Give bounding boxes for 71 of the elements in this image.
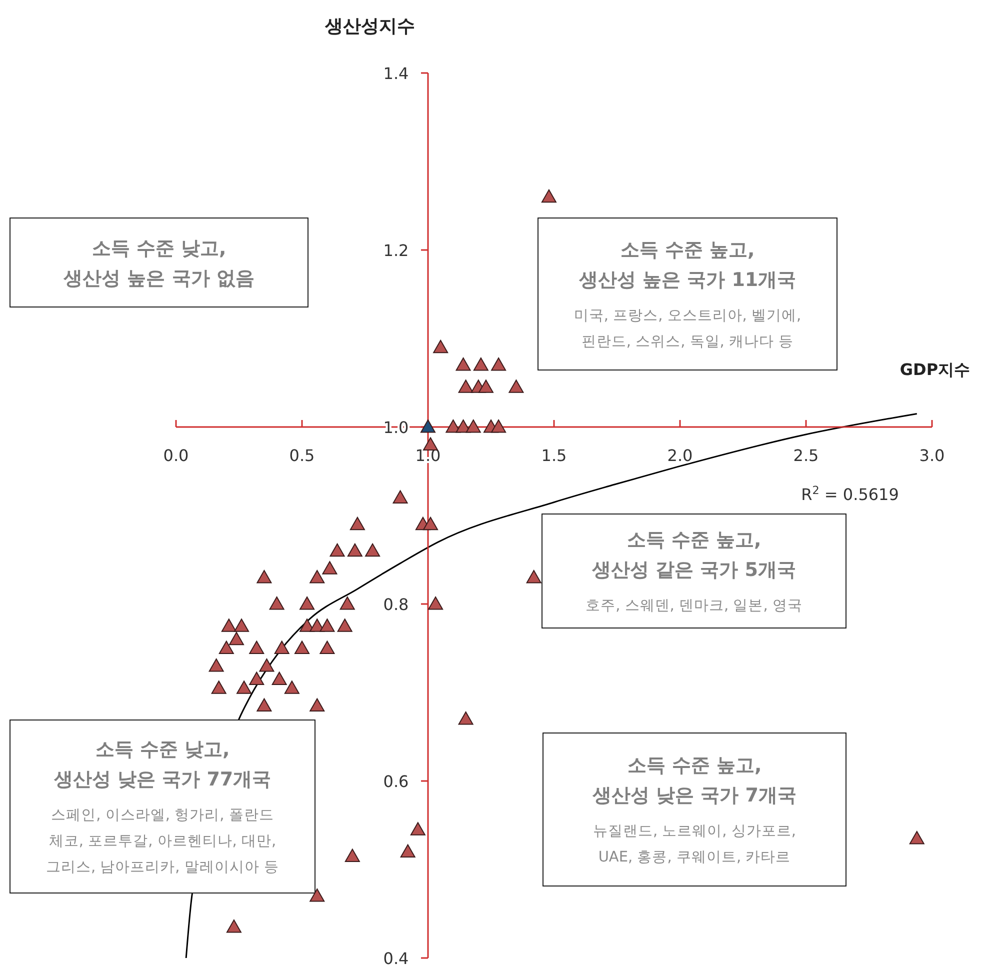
point	[526, 570, 542, 584]
y-tick-label: 1.2	[383, 241, 409, 260]
annotation: R$^{2}$ = 0.5619	[801, 484, 899, 504]
point	[473, 358, 488, 371]
point	[310, 570, 325, 584]
x-tick-label: 2.0	[667, 446, 693, 465]
point	[236, 680, 252, 694]
point	[433, 340, 448, 354]
point	[392, 490, 408, 504]
point	[272, 672, 287, 685]
point	[428, 596, 444, 610]
x-tick-label: 0.5	[289, 446, 315, 465]
annotation: 소득 수준 높고, 생산성 낮은 국가 7개국 뉴질랜드, 노르웨이, 싱가포르, UAE, 홍콩, 쿠웨이트, 카타르	[591, 754, 797, 866]
point	[909, 831, 924, 844]
y-axis-title: 생산성지수	[324, 16, 415, 37]
point	[337, 618, 352, 632]
point	[269, 596, 284, 610]
point	[400, 844, 416, 858]
point	[491, 420, 506, 433]
point	[320, 618, 335, 632]
x-tick-label: 0.0	[163, 446, 189, 465]
point	[508, 380, 524, 393]
y-tick-label: 1.4	[383, 64, 409, 83]
y-tick-label: 0.6	[383, 772, 409, 791]
point	[218, 640, 234, 654]
point	[420, 420, 436, 433]
y-tick-label: 0.8	[383, 595, 409, 614]
point	[256, 570, 272, 584]
x-tick-label: 2.5	[793, 446, 819, 465]
point	[208, 658, 224, 672]
point	[300, 596, 315, 610]
annotation: 소득 수준 낮고, 생산성 높은 국가 없음	[62, 238, 254, 290]
annotation: 소득 수준 높고, 생산성 높은 국가 11개국 미국, 프랑스, 오스트리아, 벨기에, 핀란드, 스위스, 독일, 캐나다 등	[574, 239, 802, 350]
point	[541, 189, 556, 203]
point	[294, 640, 310, 654]
point	[340, 596, 355, 610]
point	[491, 358, 506, 371]
annotation: 소득 수준 높고, 생산성 같은 국가 5개국 호주, 스웨덴, 덴마크, 일본, 영국	[586, 529, 802, 614]
point	[259, 658, 274, 672]
point	[478, 380, 494, 393]
point	[256, 698, 272, 712]
point	[226, 920, 242, 933]
point	[466, 420, 481, 433]
point	[211, 680, 226, 694]
point	[330, 543, 345, 557]
point	[365, 543, 380, 557]
point	[458, 712, 474, 725]
point	[310, 698, 325, 712]
point	[347, 543, 362, 557]
x-tick-label: 1.5	[541, 446, 567, 465]
point	[423, 516, 438, 530]
y-tick-label: 0.4	[383, 949, 409, 968]
point	[344, 848, 360, 862]
annotation: 소득 수준 낮고, 생산성 낮은 국가 77개국 스페인, 이스라엘, 헝가리, 폴란드 체코, 포르투갈, 아르헨티나, 대만, 그리스, 남아프리카, 말레이시아 등	[46, 738, 280, 876]
point	[322, 561, 338, 574]
point	[446, 420, 461, 433]
point	[249, 672, 264, 685]
point	[350, 516, 365, 530]
point	[320, 640, 335, 654]
x-axis-title: GDP지수	[900, 360, 970, 379]
point	[221, 618, 236, 632]
point	[310, 888, 325, 902]
point	[458, 380, 474, 393]
point	[456, 358, 471, 371]
point	[410, 822, 426, 836]
point	[228, 632, 244, 646]
point	[249, 640, 264, 654]
point	[234, 618, 250, 632]
point	[274, 640, 290, 654]
point	[284, 680, 300, 694]
x-tick-label: 3.0	[919, 446, 945, 465]
